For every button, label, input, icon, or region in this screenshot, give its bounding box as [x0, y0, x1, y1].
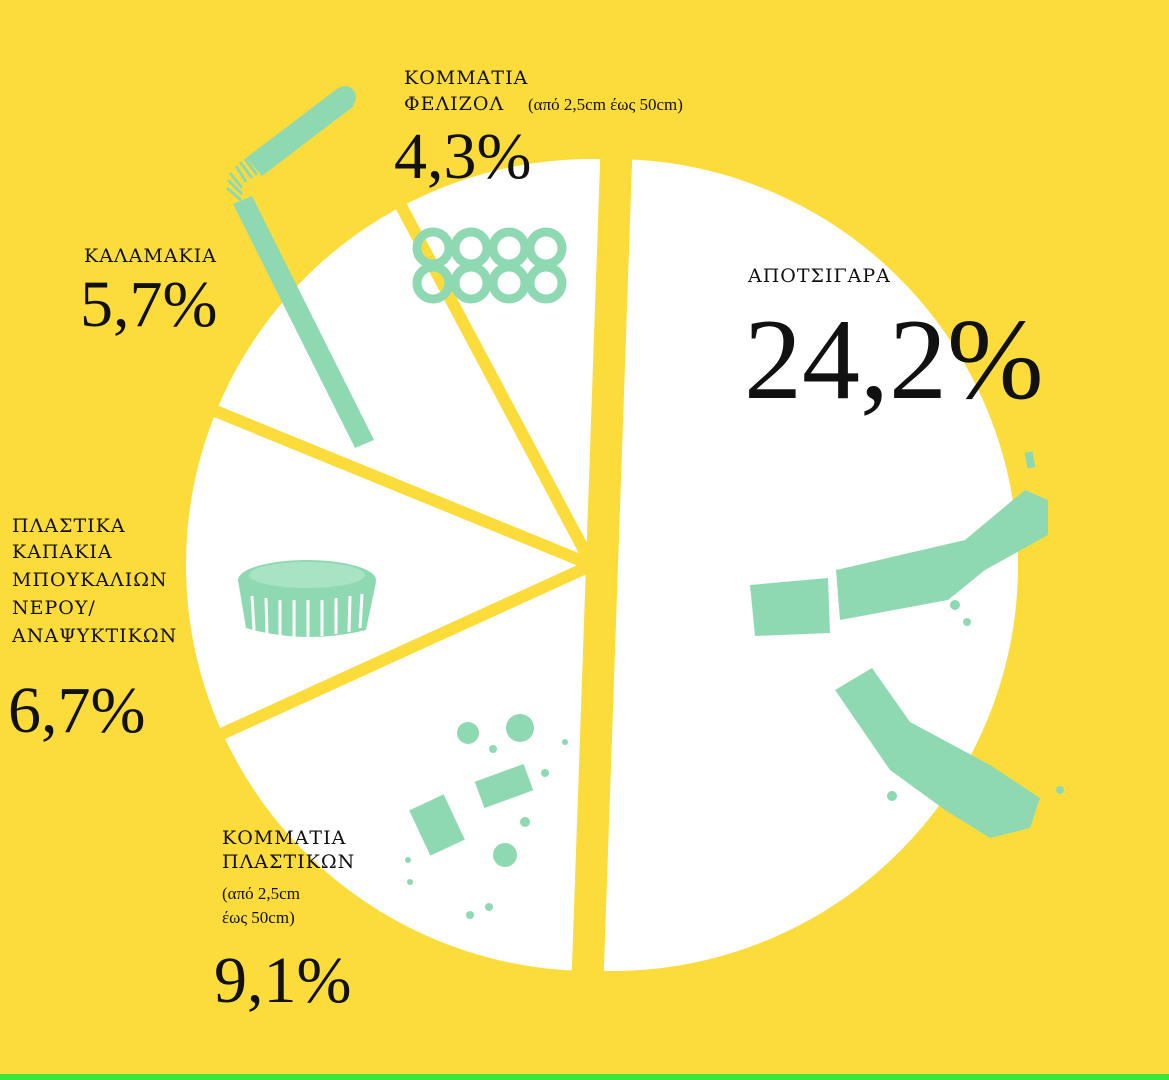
plastic-label-line2: ΠΛΑΣΤΙΚΩΝ — [222, 851, 356, 873]
plastic-note-line1: (από 2,5cm — [222, 884, 300, 903]
styrofoam-label-line2: ΦΕΛΙΖΟΛ — [404, 93, 505, 115]
caps-label-line1: ΠΛΑΣΤΙΚΑ — [12, 515, 126, 537]
caps-label-line5: ΑΝΑΨΥΚΤΙΚΩΝ — [12, 625, 178, 647]
plastic-label-line1: ΚΟΜΜΑΤΙΑ — [222, 827, 347, 849]
pie-slice-bottle-caps — [174, 403, 598, 742]
plastic-note-line2: έως 50cm) — [222, 908, 295, 927]
caps-label-line2: ΚΑΠΑΚΙΑ — [12, 541, 113, 563]
styrofoam-icon — [412, 227, 567, 304]
bottle-cap-icon — [238, 560, 376, 638]
slices-layer — [174, 147, 1030, 983]
styrofoam-value: 4,3% — [394, 120, 532, 193]
straws-label: ΚΑΛΑΜΑΚΙΑ — [84, 245, 217, 267]
cigarettes-label: ΑΠΟΤΣΙΓΑΡΑ — [748, 265, 891, 287]
plastic-value: 9,1% — [214, 944, 352, 1017]
cigarettes-value: 24,2% — [744, 296, 1044, 424]
styrofoam-label-line1: ΚΟΜΜΑΤΙΑ — [404, 67, 529, 89]
plastic-pieces-icon — [405, 714, 568, 919]
bottom-border — [0, 1074, 1169, 1080]
caps-label-line4: ΝΕΡΟΥ/ — [12, 597, 96, 619]
pie-slice-plastic-pieces — [211, 559, 598, 983]
caps-label-line3: ΜΠΟΥΚΑΛΙΩΝ — [12, 569, 168, 591]
straws-value: 5,7% — [80, 268, 218, 341]
styrofoam-note: (από 2,5cm έως 50cm) — [528, 95, 683, 114]
drinking-straw-icon — [226, 86, 374, 448]
cigarette-butt-icon — [750, 451, 1064, 838]
caps-value: 6,7% — [8, 674, 146, 747]
